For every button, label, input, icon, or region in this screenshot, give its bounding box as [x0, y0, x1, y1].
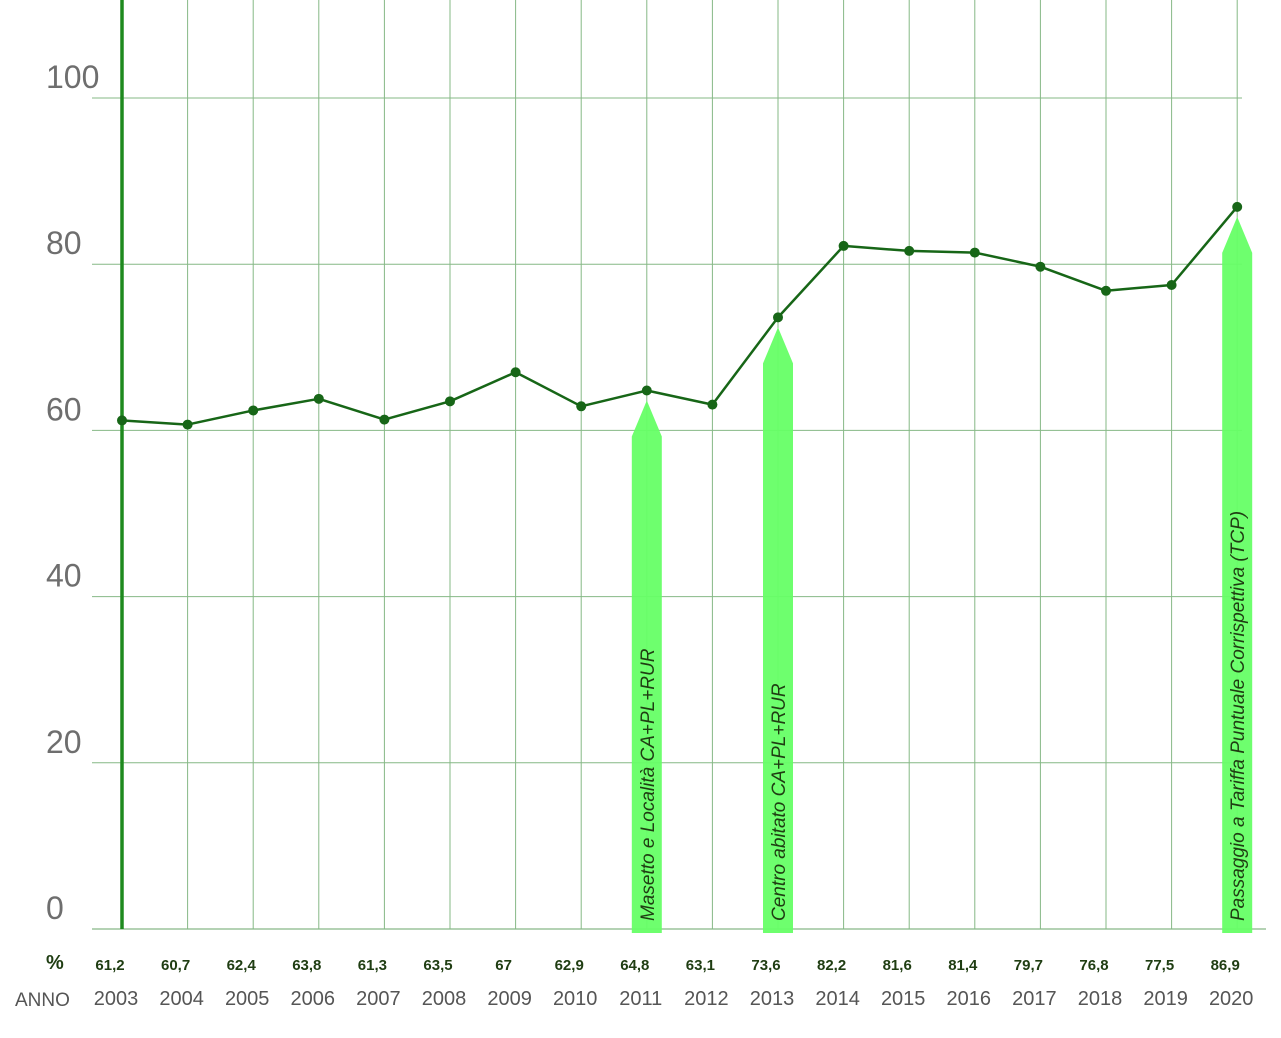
x-tick-label-2018: 2018 [1078, 988, 1123, 1010]
value-label-2010: 62,9 [555, 957, 584, 974]
y-tick-label-40: 40 [46, 558, 82, 594]
bottom-rows: % ANNO 61,2 60,7 62,4 63,8 61,3 63,5 67 62,9 64,… [15, 952, 1253, 1011]
value-label-2012: 63,1 [686, 957, 715, 974]
data-point-2011 [641, 385, 652, 396]
x-tick-label-2015: 2015 [881, 988, 926, 1010]
value-label-2020: 86,9 [1211, 957, 1240, 974]
annotation-arrow-2013 [763, 327, 793, 933]
x-tick-label-2008: 2008 [422, 988, 467, 1010]
value-label-2007: 61,3 [358, 957, 387, 974]
annotation-arrow-2020 [1222, 216, 1253, 934]
data-point-2018 [1101, 285, 1111, 296]
data-point-2014 [838, 240, 849, 251]
value-label-2013: 73,6 [751, 957, 780, 974]
data-point-2019 [1166, 279, 1177, 290]
value-label-2011: 64,8 [620, 957, 649, 974]
y-tick-label-0: 0 [46, 890, 64, 926]
y-tick-label-60: 60 [46, 391, 82, 427]
data-point-2013 [773, 312, 783, 323]
data-point-2003 [117, 415, 127, 426]
data-point-2017 [1035, 261, 1046, 272]
value-label-2019: 77,5 [1145, 957, 1174, 974]
grid [92, 0, 1266, 930]
y-tick-label-80: 80 [46, 225, 82, 261]
values-row-label: % [46, 952, 64, 974]
data-point-2005 [248, 405, 259, 416]
value-label-2018: 76,8 [1079, 957, 1108, 974]
value-label-2005: 62,4 [227, 957, 257, 974]
x-tick-label-2019: 2019 [1143, 988, 1188, 1010]
series [117, 201, 1243, 430]
annotation-arrow-2011 [631, 400, 662, 934]
data-point-2008 [445, 396, 455, 407]
x-tick-label-2010: 2010 [553, 988, 598, 1010]
value-label-2006: 63,8 [292, 957, 321, 974]
value-label-2014: 82,2 [817, 957, 846, 974]
x-tick-label-2013: 2013 [750, 988, 795, 1010]
x-tick-label-2012: 2012 [684, 988, 729, 1010]
x-tick-label-2009: 2009 [487, 988, 532, 1010]
value-label-2015: 81,6 [883, 957, 912, 974]
data-point-2016 [969, 247, 980, 258]
value-label-2004: 60,7 [161, 957, 190, 974]
data-point-2015 [904, 245, 915, 256]
x-tick-label-2011: 2011 [619, 988, 662, 1010]
y-tick-label-20: 20 [46, 724, 82, 760]
x-tick-label-2003: 2003 [94, 988, 139, 1010]
value-label-2003: 61,2 [95, 957, 124, 974]
data-point-2007 [379, 414, 390, 425]
years-row-label: ANNO [15, 990, 70, 1011]
data-point-2009 [510, 367, 521, 378]
series-line [121, 206, 1239, 426]
y-tick-label-100: 100 [46, 59, 99, 95]
annotation-text-2013: Centro abitato CA+PL+RUR [769, 683, 790, 921]
y-axis-ticks: 0 20 40 60 80 100 [46, 59, 99, 926]
x-tick-label-2020: 2020 [1209, 988, 1254, 1010]
data-point-2012 [707, 399, 718, 410]
value-label-2008: 63,5 [423, 957, 452, 974]
value-label-2016: 81,4 [948, 957, 978, 974]
data-point-2020 [1232, 201, 1243, 212]
x-tick-label-2007: 2007 [356, 988, 401, 1010]
data-point-2010 [576, 401, 587, 412]
value-label-2009: 67 [495, 957, 512, 974]
annotation-arrows: Masetto e Località CA+PL+RUR Centro abita… [631, 216, 1253, 934]
value-label-2017: 79,7 [1014, 957, 1043, 974]
x-tick-label-2006: 2006 [291, 988, 336, 1010]
data-point-2004 [182, 419, 193, 430]
x-tick-label-2014: 2014 [815, 988, 860, 1010]
x-tick-label-2005: 2005 [225, 988, 270, 1010]
annotation-text-2020: Passaggio a Tariffa Puntuale Corrispetti… [1228, 511, 1249, 921]
x-tick-label-2004: 2004 [159, 988, 204, 1010]
x-tick-label-2017: 2017 [1012, 988, 1057, 1010]
data-point-2006 [313, 393, 324, 404]
annotation-text-2011: Masetto e Località CA+PL+RUR [638, 648, 659, 921]
x-tick-label-2016: 2016 [947, 988, 992, 1010]
